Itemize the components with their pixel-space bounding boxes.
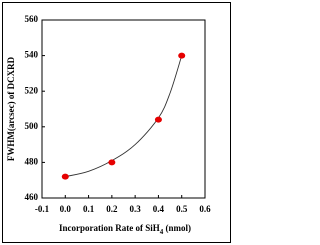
x-tick-label: 0.0 (60, 204, 72, 214)
y-tick-label: 520 (25, 85, 39, 95)
y-tick-label: 560 (25, 14, 39, 24)
x-tick-label: 0.2 (106, 204, 118, 214)
x-tick-label: 0.3 (130, 204, 142, 214)
x-tick-label: -0.1 (35, 204, 50, 214)
x-label-text: Incorporation Rate of SiH (59, 223, 160, 233)
outer-frame (2, 2, 231, 243)
x-tick-label: 0.6 (199, 204, 211, 214)
fit-curve (65, 55, 183, 178)
plot-frame (41, 19, 206, 199)
y-tick-label: 460 (25, 192, 39, 202)
x-tick-label: 0.1 (83, 204, 95, 214)
data-point (61, 173, 69, 180)
x-label-unit: (nmol) (163, 223, 191, 233)
y-axis-label: FWHM(arcsec) of DCXRD (6, 56, 16, 161)
y-tick-label: 500 (25, 121, 39, 131)
data-point (154, 116, 162, 123)
x-tick-label: 0.5 (176, 204, 188, 214)
chart: Incorporation Rate of SiH4 (nmol) FWHM(a… (2, 2, 231, 243)
y-tick-label: 480 (25, 156, 39, 166)
y-tick-label: 540 (25, 50, 39, 60)
data-point (178, 52, 186, 59)
x-tick-label: 0.4 (153, 204, 165, 214)
x-axis-label: Incorporation Rate of SiH4 (nmol) (59, 223, 191, 236)
x-label-subscript: 4 (160, 228, 164, 236)
data-point (108, 159, 116, 166)
